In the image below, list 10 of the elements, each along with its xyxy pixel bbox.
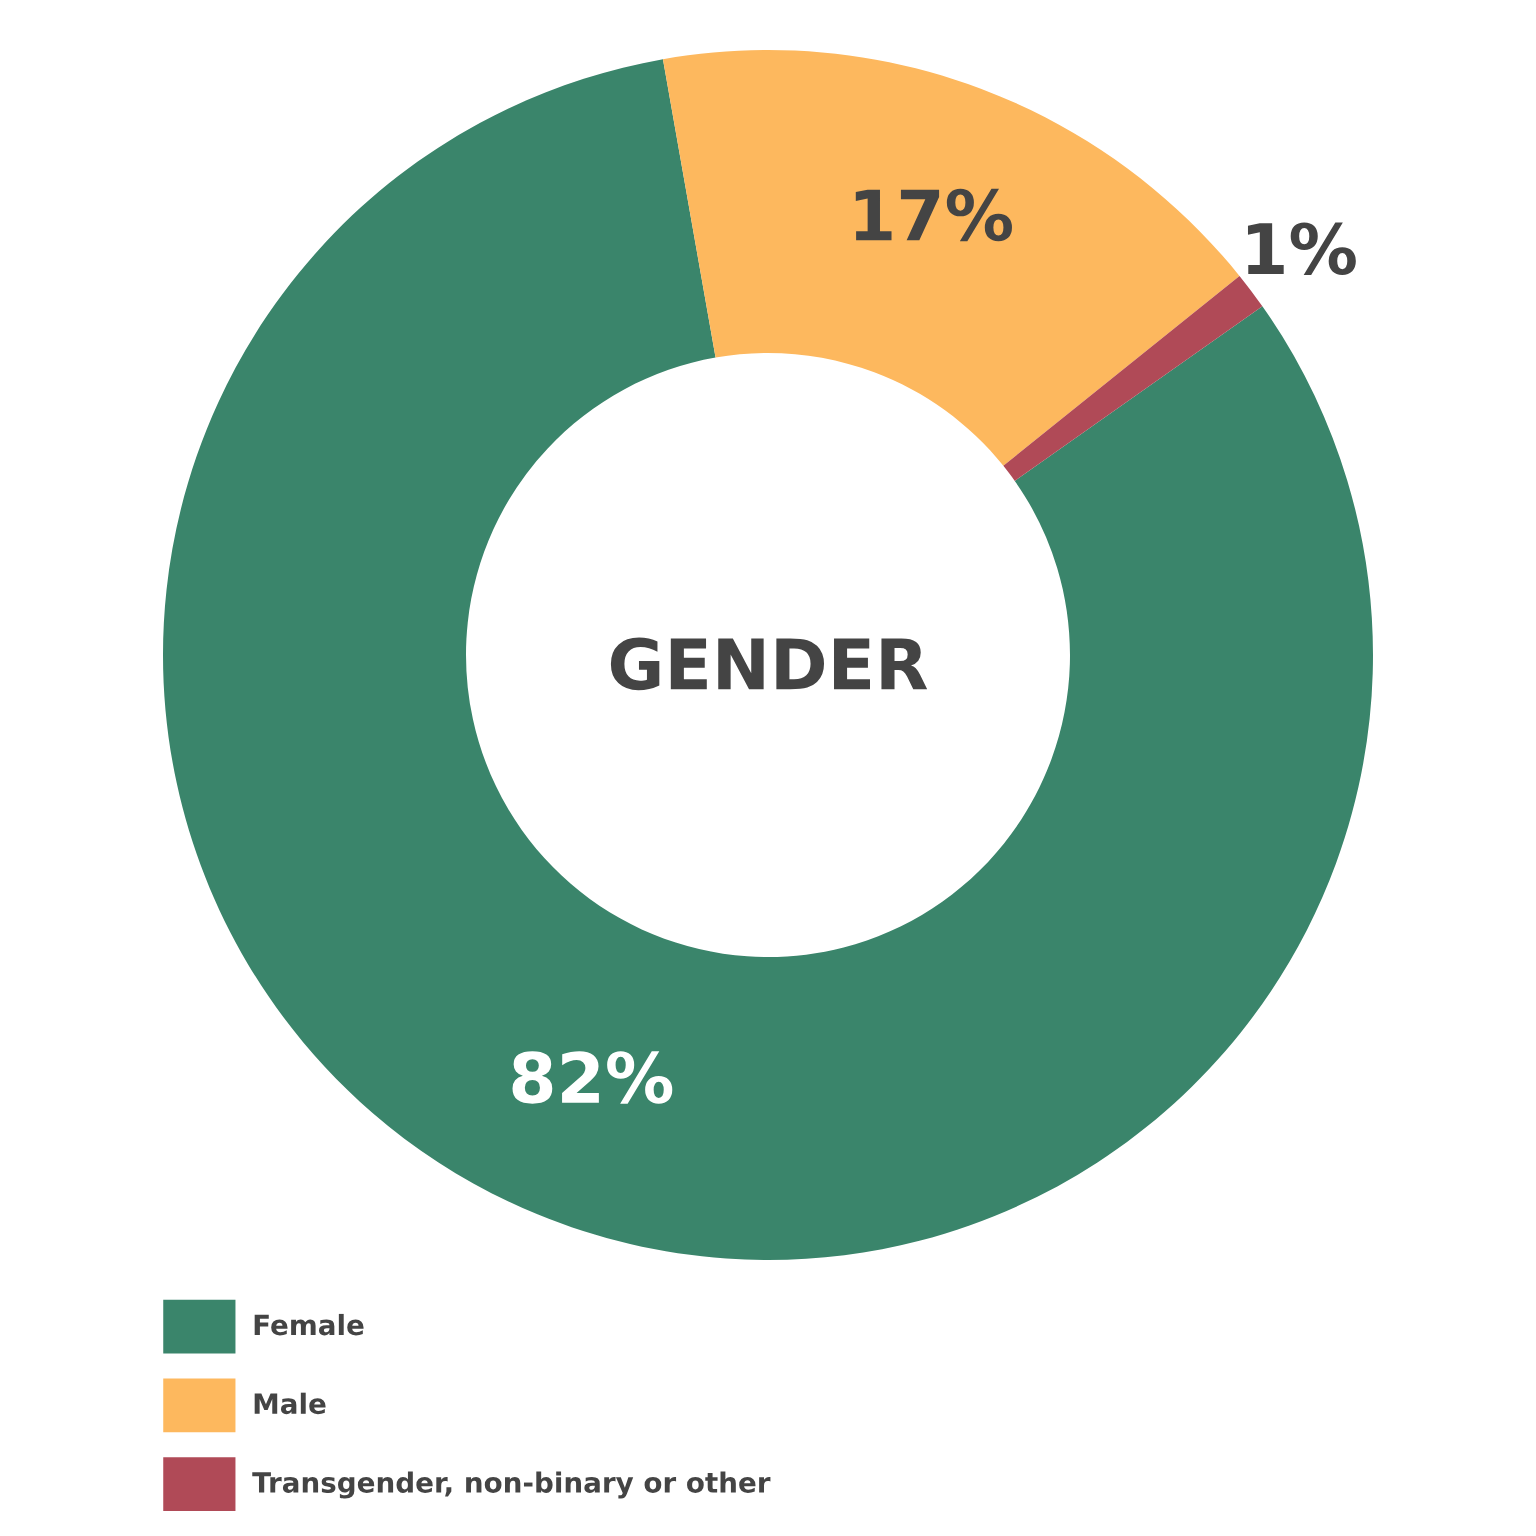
data-label: 1% bbox=[1247, 222, 1356, 275]
legend-label: Female bbox=[254, 1313, 364, 1336]
text: GENDER bbox=[610, 637, 928, 691]
legend-label: Male bbox=[254, 1392, 326, 1415]
donut-slice bbox=[662, 50, 1240, 466]
donut-slice bbox=[1003, 275, 1263, 481]
data-label: 82% bbox=[512, 1051, 673, 1104]
donut-slice bbox=[163, 59, 1373, 1260]
legend-label: Transgender, non-binary or other bbox=[252, 1471, 771, 1499]
data-label: 17% bbox=[855, 188, 1012, 242]
